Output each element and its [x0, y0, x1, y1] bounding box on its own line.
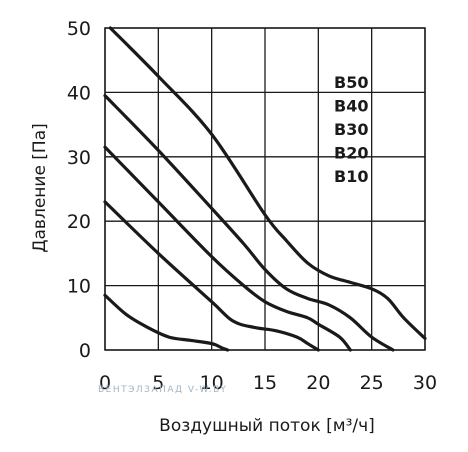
watermark-text: ВЕНТЭЛЗАПАД V-W.BY: [98, 385, 227, 395]
y-axis-title: Давление [Па]: [30, 123, 50, 253]
series-line-b10: [103, 293, 230, 352]
series-labels: B50 B40 B30 B20 B10: [334, 73, 368, 186]
series-label-b40: B40: [334, 97, 368, 116]
series-line-b20: [103, 200, 320, 352]
series-line-b30: [103, 145, 352, 352]
x-tick-label: 30: [413, 372, 437, 394]
y-tick-label: 40: [67, 82, 91, 104]
x-tick-label: 0: [99, 372, 111, 394]
x-tick-label: 15: [253, 372, 277, 394]
series-label-b30: B30: [334, 120, 368, 139]
x-tick-label: 25: [360, 372, 384, 394]
x-tick-label: 5: [152, 372, 164, 394]
y-tick-label: 50: [67, 18, 91, 40]
plot-border: [104, 27, 426, 351]
series-lines: [103, 26, 427, 352]
plot-frame: [104, 27, 426, 351]
y-tick-labels: 0 10 20 30 40 50: [67, 18, 91, 362]
y-tick-label: 20: [67, 211, 91, 233]
series-label-b50: B50: [334, 73, 368, 92]
y-tick-label: 0: [79, 340, 91, 362]
series-line-b50: [108, 26, 427, 341]
series-label-b10: B10: [334, 167, 368, 186]
series-line-b40: [103, 94, 395, 352]
x-tick-labels: 0 5 10 15 20 25 30: [99, 372, 437, 394]
series-label-b20: B20: [334, 144, 368, 163]
x-tick-label: 20: [306, 372, 330, 394]
x-tick-label: 10: [200, 372, 224, 394]
x-axis-title: Воздушный поток [м³/ч]: [159, 416, 375, 436]
y-tick-label: 10: [67, 276, 91, 298]
y-tick-label: 30: [67, 147, 91, 169]
